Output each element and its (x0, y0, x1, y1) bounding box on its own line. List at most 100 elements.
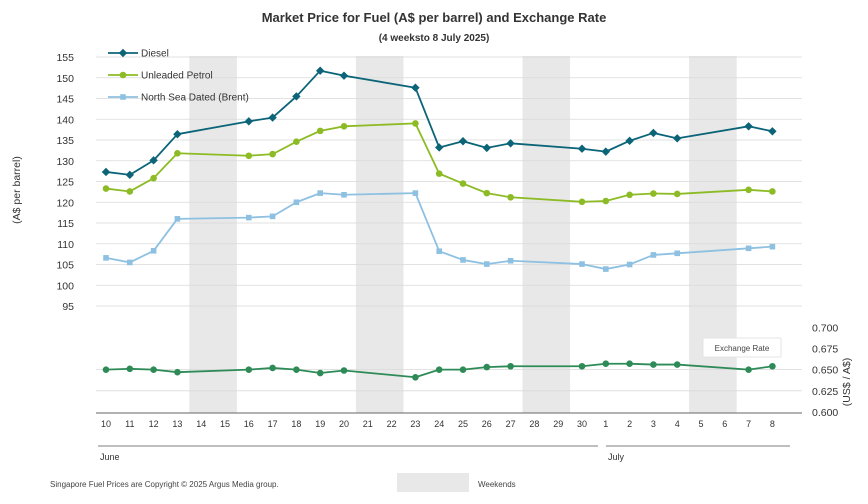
data-point (601, 147, 610, 156)
data-point (674, 250, 680, 257)
x-tick-label: 29 (553, 419, 563, 429)
data-point (173, 129, 182, 139)
y2-tick-label: 0.600 (812, 407, 838, 419)
data-point (506, 139, 515, 148)
x-tick-label: 30 (577, 419, 587, 429)
x-tick-label: 10 (101, 419, 111, 429)
data-point (149, 156, 158, 165)
data-point (268, 113, 277, 122)
data-point (340, 123, 348, 130)
x-tick-label: 14 (196, 419, 206, 429)
data-point (126, 365, 134, 373)
x-tick-label: 25 (458, 419, 468, 429)
series-markers (101, 48, 777, 381)
weekend-legend-label: Weekends (478, 480, 516, 489)
data-point (150, 366, 157, 373)
data-point (649, 128, 658, 138)
data-point (125, 170, 134, 180)
data-point (316, 369, 324, 377)
data-point (484, 261, 490, 267)
y-tick-label: 105 (56, 260, 74, 272)
x-tick-label: 17 (268, 419, 278, 429)
x-tick-label: 20 (339, 419, 349, 429)
data-point (578, 198, 586, 206)
x-tick-label: 27 (506, 419, 516, 429)
data-point (458, 137, 468, 146)
chart-title: Market Price for Fuel (A$ per barrel) an… (262, 10, 607, 25)
data-point (745, 366, 752, 373)
axes (96, 412, 802, 447)
data-point (768, 127, 777, 136)
exchange-rate-annotation-box (702, 337, 782, 358)
exchange-rate-annotation: Exchange Rate (715, 344, 770, 353)
data-point (269, 213, 276, 220)
data-point (411, 83, 420, 92)
data-point (150, 174, 157, 182)
data-point (435, 143, 444, 152)
y-tick-label: 130 (56, 156, 74, 168)
data-point (625, 136, 634, 146)
month-label-june: June (100, 452, 120, 462)
x-tick-label: 3 (651, 419, 656, 429)
data-point (436, 248, 442, 255)
y-tick-label: 125 (56, 177, 74, 189)
copyright-text: Singapore Fuel Prices are Copyright © 20… (50, 480, 279, 489)
weekend-band-3 (522, 56, 571, 413)
y-tick-label: 120 (56, 197, 74, 209)
x-tick-label: 5 (698, 419, 703, 429)
data-point (102, 185, 110, 192)
data-point (460, 257, 466, 263)
data-point (459, 366, 467, 373)
y-tick-label: 135 (56, 135, 74, 147)
x-tick-label: 8 (770, 419, 775, 429)
data-point (626, 360, 633, 368)
data-point (340, 367, 348, 374)
data-point (317, 190, 323, 196)
x-tick-label: 28 (529, 419, 539, 429)
y-tick-label: 140 (56, 114, 74, 126)
y-axis-label: (A$ per barrel) (11, 156, 23, 224)
data-point (244, 117, 253, 126)
x-tick-label: 1 (603, 419, 608, 429)
legend-label: Unleaded Petrol (141, 71, 213, 82)
data-point (316, 127, 324, 135)
data-point (269, 150, 276, 158)
weekend-legend-swatch (397, 473, 469, 492)
data-point (316, 66, 325, 75)
y-tick-label: 95 (62, 301, 74, 313)
x-tick-label: 23 (410, 419, 420, 429)
data-point (103, 255, 109, 261)
data-point (769, 188, 776, 195)
data-point (246, 214, 252, 221)
legend-label: Diesel (141, 49, 169, 60)
x-tick-label: 26 (482, 419, 492, 429)
weekend-band-1 (189, 56, 237, 413)
data-point (483, 363, 491, 371)
x-tick-label: 16 (244, 419, 254, 429)
chart-text: 155150145140135130125120115110105100950.… (11, 10, 853, 492)
y2-tick-label: 0.625 (812, 386, 838, 398)
data-point (126, 188, 134, 195)
data-point (602, 197, 610, 205)
data-point (577, 144, 587, 153)
data-point (339, 71, 349, 80)
data-point (293, 138, 300, 145)
y-tick-label: 155 (56, 52, 74, 64)
y-tick-label: 110 (57, 239, 74, 251)
data-point (578, 362, 586, 370)
data-point (412, 373, 419, 381)
data-point (745, 186, 752, 194)
x-tick-label: 12 (149, 419, 159, 429)
data-point (483, 189, 491, 197)
data-point (650, 361, 657, 368)
data-point (673, 361, 681, 368)
x-tick-label: 21 (363, 419, 373, 429)
data-point (245, 366, 253, 373)
data-point (412, 190, 419, 196)
data-point (293, 366, 300, 373)
data-point (507, 362, 514, 370)
data-point (626, 261, 633, 268)
weekend-band-4 (689, 56, 737, 413)
data-point (769, 362, 776, 370)
